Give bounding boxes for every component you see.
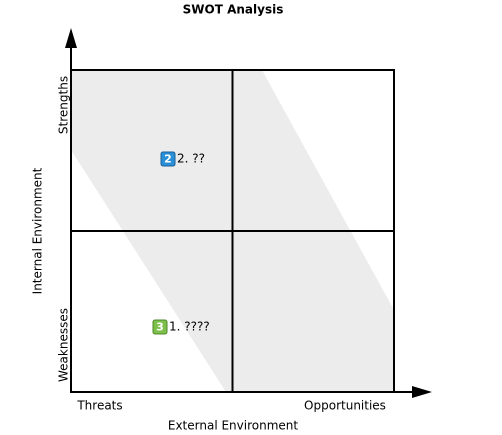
- badge-number: 2: [164, 153, 172, 166]
- item-label: 1. ????: [169, 320, 210, 334]
- y-bottom-label: Weaknesses: [57, 308, 71, 382]
- y-axis-label: Internal Environment: [31, 167, 45, 294]
- badge-number: 3: [156, 321, 164, 334]
- item-label: 2. ??: [177, 152, 205, 166]
- x-left-label: Threats: [76, 399, 122, 413]
- x-right-label: Opportunities: [304, 399, 386, 413]
- badge: [160, 151, 176, 167]
- y-arrowhead: [65, 28, 77, 48]
- badge: [152, 319, 168, 335]
- x-arrowhead: [412, 386, 432, 398]
- y-top-label: Strengths: [57, 76, 71, 134]
- x-axis-label: External Environment: [168, 419, 299, 433]
- title: SWOT Analysis: [183, 3, 284, 17]
